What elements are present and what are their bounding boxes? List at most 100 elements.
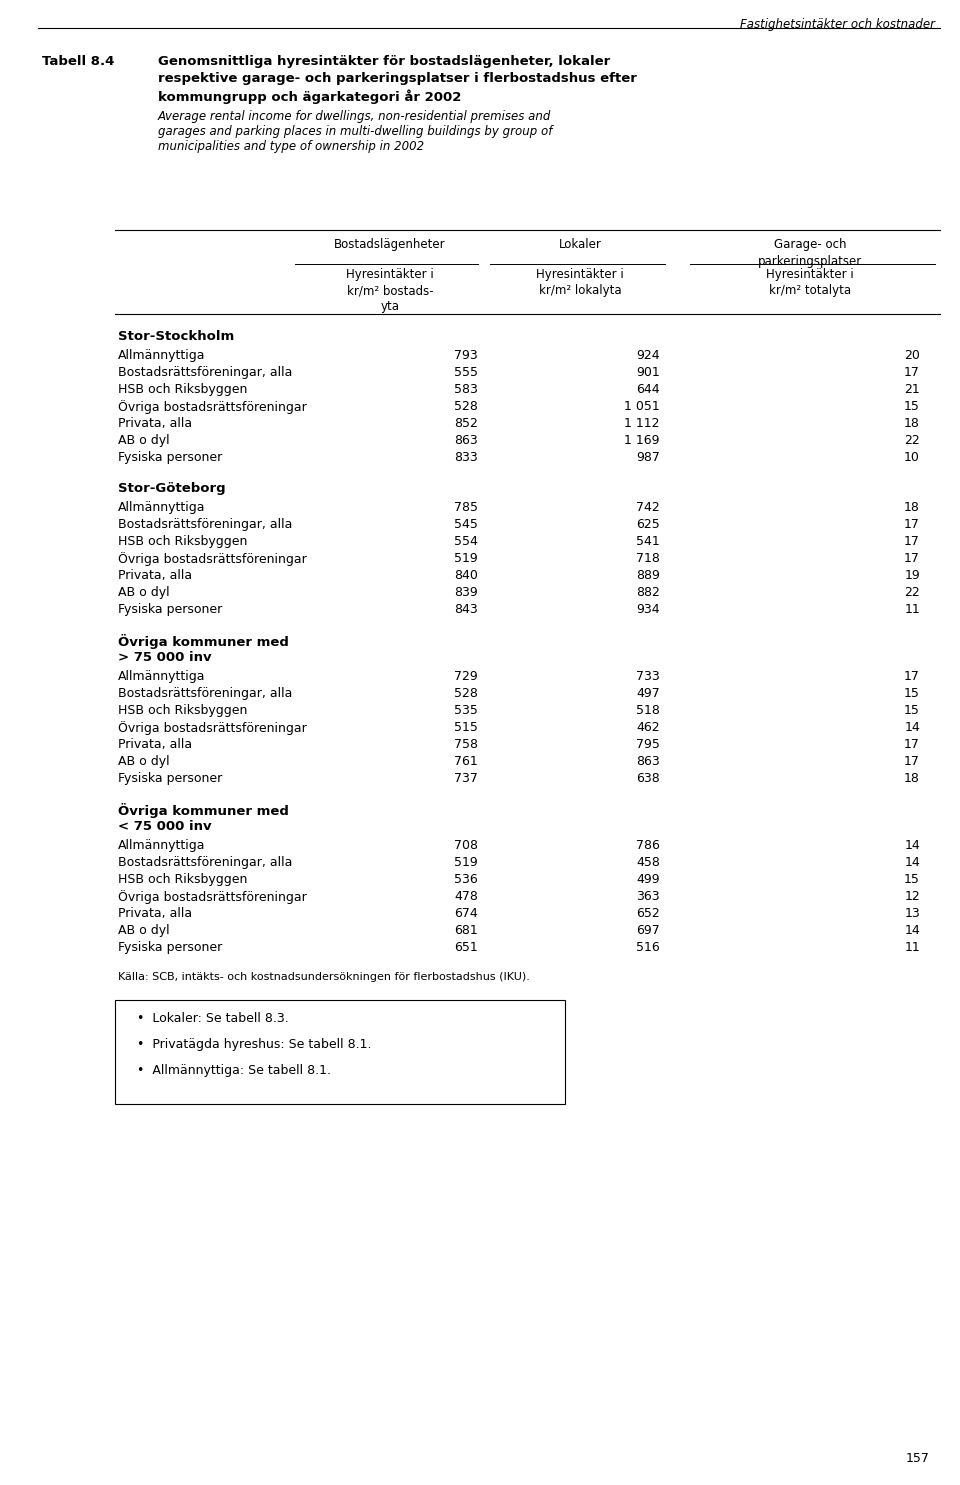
Text: Bostadsrättsföreningar, alla: Bostadsrättsföreningar, alla — [118, 365, 293, 379]
Text: > 75 000 inv: > 75 000 inv — [118, 650, 211, 664]
Text: 644: 644 — [636, 383, 660, 396]
Text: 555: 555 — [454, 365, 478, 379]
Text: 21: 21 — [904, 383, 920, 396]
Text: 987: 987 — [636, 451, 660, 463]
Text: AB o dyl: AB o dyl — [118, 587, 170, 598]
Text: 17: 17 — [904, 670, 920, 683]
Text: Stor-Stockholm: Stor-Stockholm — [118, 330, 234, 343]
Text: 708: 708 — [454, 839, 478, 852]
Text: Average rental income for dwellings, non-residential premises and: Average rental income for dwellings, non… — [158, 110, 551, 123]
Text: Hyresintäkter i
kr/m² totalyta: Hyresintäkter i kr/m² totalyta — [766, 267, 853, 297]
Text: 785: 785 — [454, 500, 478, 514]
Text: 651: 651 — [454, 941, 478, 953]
Text: 528: 528 — [454, 399, 478, 413]
Text: 718: 718 — [636, 552, 660, 564]
Text: Bostadsrättsföreningar, alla: Bostadsrättsföreningar, alla — [118, 855, 293, 869]
Text: 462: 462 — [636, 722, 660, 734]
Text: 458: 458 — [636, 855, 660, 869]
Text: 934: 934 — [636, 603, 660, 616]
Text: 554: 554 — [454, 535, 478, 548]
Text: 14: 14 — [904, 924, 920, 937]
Text: HSB och Riksbyggen: HSB och Riksbyggen — [118, 873, 248, 887]
Text: 20: 20 — [904, 349, 920, 362]
Text: 924: 924 — [636, 349, 660, 362]
Text: 652: 652 — [636, 907, 660, 921]
Text: Privata, alla: Privata, alla — [118, 417, 192, 431]
Text: 793: 793 — [454, 349, 478, 362]
Text: 863: 863 — [636, 754, 660, 768]
Text: 1 112: 1 112 — [625, 417, 660, 431]
Text: 18: 18 — [904, 772, 920, 786]
Text: AB o dyl: AB o dyl — [118, 924, 170, 937]
Text: 14: 14 — [904, 722, 920, 734]
Text: garages and parking places in multi-dwelling buildings by group of: garages and parking places in multi-dwel… — [158, 125, 552, 138]
Text: Fysiska personer: Fysiska personer — [118, 772, 223, 786]
Text: 882: 882 — [636, 587, 660, 598]
Text: Allmännyttiga: Allmännyttiga — [118, 839, 205, 852]
Text: 843: 843 — [454, 603, 478, 616]
Text: 536: 536 — [454, 873, 478, 887]
Text: municipalities and type of ownership in 2002: municipalities and type of ownership in … — [158, 140, 424, 153]
Text: respektive garage- och parkeringsplatser i flerbostadshus efter: respektive garage- och parkeringsplatser… — [158, 71, 636, 85]
Text: •  Allmännyttiga: Se tabell 8.1.: • Allmännyttiga: Se tabell 8.1. — [137, 1063, 331, 1077]
Text: 18: 18 — [904, 417, 920, 431]
Text: 363: 363 — [636, 890, 660, 903]
Text: 889: 889 — [636, 569, 660, 582]
Text: 515: 515 — [454, 722, 478, 734]
Text: 22: 22 — [904, 434, 920, 447]
Text: 833: 833 — [454, 451, 478, 463]
Text: kommungrupp och ägarkategori år 2002: kommungrupp och ägarkategori år 2002 — [158, 89, 462, 104]
Text: HSB och Riksbyggen: HSB och Riksbyggen — [118, 383, 248, 396]
Text: 17: 17 — [904, 365, 920, 379]
Text: 737: 737 — [454, 772, 478, 786]
Text: 519: 519 — [454, 552, 478, 564]
Text: 733: 733 — [636, 670, 660, 683]
Text: Övriga kommuner med: Övriga kommuner med — [118, 634, 289, 649]
Text: Privata, alla: Privata, alla — [118, 738, 192, 751]
Text: 518: 518 — [636, 704, 660, 717]
Text: Fysiska personer: Fysiska personer — [118, 603, 223, 616]
Text: Fysiska personer: Fysiska personer — [118, 941, 223, 953]
Text: Privata, alla: Privata, alla — [118, 569, 192, 582]
Text: 638: 638 — [636, 772, 660, 786]
Text: 583: 583 — [454, 383, 478, 396]
Text: 17: 17 — [904, 552, 920, 564]
Text: 10: 10 — [904, 451, 920, 463]
Text: Övriga bostadsrättsföreningar: Övriga bostadsrättsföreningar — [118, 399, 307, 414]
Text: 901: 901 — [636, 365, 660, 379]
Text: Hyresintäkter i
kr/m² lokalyta: Hyresintäkter i kr/m² lokalyta — [536, 267, 624, 297]
Text: 528: 528 — [454, 688, 478, 699]
Text: 14: 14 — [904, 839, 920, 852]
Text: HSB och Riksbyggen: HSB och Riksbyggen — [118, 535, 248, 548]
Text: 681: 681 — [454, 924, 478, 937]
Text: 535: 535 — [454, 704, 478, 717]
Text: 519: 519 — [454, 855, 478, 869]
Text: •  Privatägda hyreshus: Se tabell 8.1.: • Privatägda hyreshus: Se tabell 8.1. — [137, 1038, 372, 1051]
Text: 516: 516 — [636, 941, 660, 953]
Text: 795: 795 — [636, 738, 660, 751]
Text: 12: 12 — [904, 890, 920, 903]
Text: 697: 697 — [636, 924, 660, 937]
Text: 545: 545 — [454, 518, 478, 532]
Text: 17: 17 — [904, 518, 920, 532]
Text: 15: 15 — [904, 704, 920, 717]
Text: 17: 17 — [904, 535, 920, 548]
Text: 15: 15 — [904, 688, 920, 699]
Text: 742: 742 — [636, 500, 660, 514]
Text: 11: 11 — [904, 603, 920, 616]
Text: 15: 15 — [904, 399, 920, 413]
Text: 14: 14 — [904, 855, 920, 869]
Text: Tabell 8.4: Tabell 8.4 — [42, 55, 114, 68]
Text: Källa: SCB, intäkts- och kostnadsundersökningen för flerbostadshus (IKU).: Källa: SCB, intäkts- och kostnadsundersö… — [118, 973, 530, 982]
Text: AB o dyl: AB o dyl — [118, 434, 170, 447]
Text: Bostadsrättsföreningar, alla: Bostadsrättsföreningar, alla — [118, 518, 293, 532]
Text: Genomsnittliga hyresintäkter för bostadslägenheter, lokaler: Genomsnittliga hyresintäkter för bostads… — [158, 55, 611, 68]
Text: Hyresintäkter i
kr/m² bostads-
yta: Hyresintäkter i kr/m² bostads- yta — [347, 267, 434, 313]
Text: 852: 852 — [454, 417, 478, 431]
Text: Övriga bostadsrättsföreningar: Övriga bostadsrättsföreningar — [118, 722, 307, 735]
Text: 497: 497 — [636, 688, 660, 699]
Text: Privata, alla: Privata, alla — [118, 907, 192, 921]
Text: Fastighetsintäkter och kostnader: Fastighetsintäkter och kostnader — [740, 18, 935, 31]
Text: 674: 674 — [454, 907, 478, 921]
Text: Stor-Göteborg: Stor-Göteborg — [118, 483, 226, 495]
